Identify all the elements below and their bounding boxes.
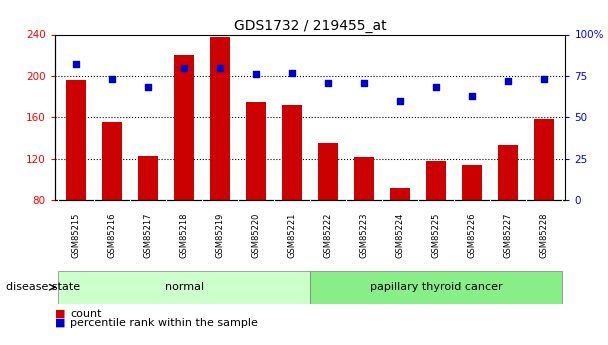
Bar [310, 271, 562, 304]
Text: GSM85217: GSM85217 [143, 213, 153, 258]
Point [179, 65, 189, 70]
Bar [246, 102, 266, 200]
Point [539, 77, 549, 82]
Text: GSM85216: GSM85216 [108, 213, 117, 258]
Text: ■: ■ [55, 318, 65, 327]
Text: GSM85221: GSM85221 [288, 213, 297, 258]
Text: GSM85225: GSM85225 [432, 213, 440, 258]
Bar [354, 157, 374, 200]
Bar [318, 143, 338, 200]
Text: percentile rank within the sample: percentile rank within the sample [70, 318, 258, 327]
Text: GSM85215: GSM85215 [72, 213, 81, 258]
Text: GSM85228: GSM85228 [539, 213, 548, 258]
Point [323, 80, 333, 85]
Text: ■: ■ [55, 309, 65, 319]
Text: GSM85227: GSM85227 [503, 213, 513, 258]
Text: GSM85218: GSM85218 [180, 213, 188, 258]
Bar [210, 37, 230, 200]
Text: papillary thyroid cancer: papillary thyroid cancer [370, 282, 502, 292]
Text: GSM85219: GSM85219 [216, 213, 225, 258]
Bar [282, 105, 302, 200]
Bar [102, 122, 122, 200]
Bar [174, 55, 194, 200]
Bar [58, 271, 310, 304]
Text: count: count [70, 309, 102, 319]
Text: GSM85222: GSM85222 [323, 213, 333, 258]
Bar [498, 145, 518, 200]
Bar [426, 161, 446, 200]
Point [359, 80, 369, 85]
Point [251, 71, 261, 77]
Text: GSM85223: GSM85223 [359, 213, 368, 258]
Point [143, 85, 153, 90]
Point [215, 65, 225, 70]
Text: GSM85224: GSM85224 [395, 213, 404, 258]
Title: GDS1732 / 219455_at: GDS1732 / 219455_at [233, 19, 387, 33]
Text: normal: normal [165, 282, 204, 292]
Point [467, 93, 477, 99]
Point [431, 85, 441, 90]
Text: GSM85226: GSM85226 [468, 213, 477, 258]
Bar [534, 119, 554, 200]
Bar [390, 188, 410, 200]
Point [108, 77, 117, 82]
Bar [462, 165, 482, 200]
Bar [66, 80, 86, 200]
Point [287, 70, 297, 75]
Point [503, 78, 513, 83]
Bar [139, 156, 158, 200]
Text: disease state: disease state [6, 282, 80, 292]
Point [395, 98, 405, 104]
Text: GSM85220: GSM85220 [252, 213, 261, 258]
Point [71, 61, 81, 67]
